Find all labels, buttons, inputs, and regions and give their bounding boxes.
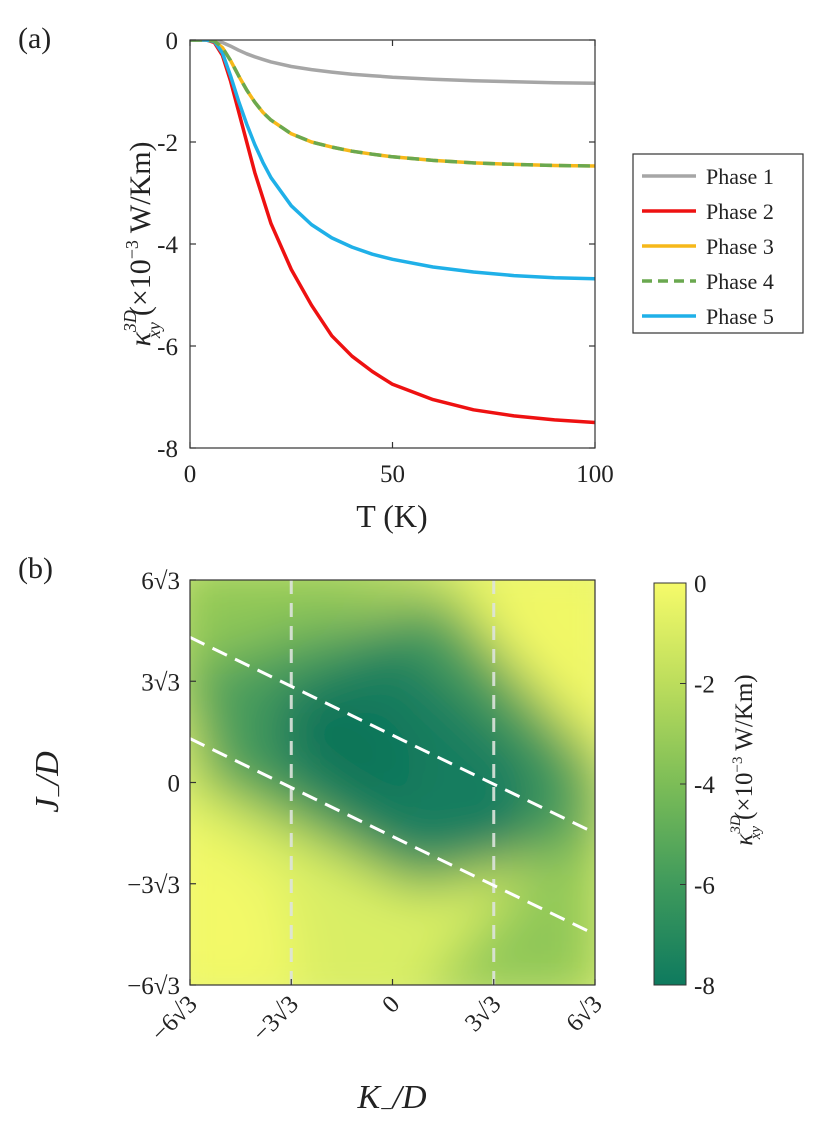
x-tick-label-text: −3√3 — [248, 991, 304, 1047]
series-line-phase-5 — [190, 40, 595, 281]
legend-label-phase-5: Phase 5 — [706, 304, 774, 329]
panel-a-ticks: 0 50 100 0 -2 -4 -6 -8 — [157, 28, 614, 488]
legend-entries: Phase 1 Phase 2 Phase 3 Phase 4 Phase 5 — [642, 164, 774, 329]
series-line-phase-1 — [190, 40, 595, 86]
y-tick-label: 0 — [168, 771, 181, 798]
heatmap-lower-right-mid — [432, 823, 595, 985]
x-tick-label-text: 0 — [377, 991, 405, 1019]
legend-label-phase-4: Phase 4 — [706, 269, 774, 294]
legend-label-phase-1: Phase 1 — [706, 164, 774, 189]
panel-b-x-axis-label: K−/D — [356, 1079, 427, 1121]
panel-a-y-axis-label: κ3D xy(×10−3 W/Km) — [120, 141, 164, 346]
x-tick-label-text: 3√3 — [460, 991, 506, 1037]
panel-b: (b) −6√3 −3√3 0 3√3 6√36√33√30−3√3−6√3 K−/D … — [18, 552, 764, 1121]
legend-label-phase-2: Phase 2 — [706, 199, 774, 224]
x-tick-label: −3√3 — [248, 991, 304, 1047]
y-tick-label: -6 — [157, 334, 178, 361]
y-tick-label: 3√3 — [141, 669, 180, 696]
x-tick-label: 50 — [380, 461, 405, 488]
legend-label-phase-3: Phase 3 — [706, 234, 774, 259]
y-tick-label: −6√3 — [127, 973, 180, 1000]
colorbar-tick-label: -4 — [694, 772, 715, 799]
y-tick-label: −3√3 — [127, 872, 180, 899]
heatmap-bottom-left-high — [190, 820, 298, 985]
colorbar-tick-label: -8 — [694, 973, 715, 1000]
x-tick-label: 0 — [377, 991, 405, 1019]
panel-a-series-group — [190, 40, 595, 425]
panel-a: (a) 0 50 100 0 -2 -4 -6 -8 T (K) κ3D xy(×10−3 W/… — [18, 22, 804, 534]
colorbar-tick-label: -2 — [694, 672, 715, 699]
panel-a-legend: Phase 1 Phase 2 Phase 3 Phase 4 Phase 5 — [632, 153, 804, 334]
x-tick-label: 3√3 — [460, 991, 506, 1037]
x-tick-label: 100 — [576, 461, 614, 488]
colorbar-label: κ3D xy(×10−3 W/Km) — [728, 674, 764, 845]
x-tick-label: 0 — [184, 461, 197, 488]
heatmap-field — [190, 580, 595, 985]
x-tick-label-text: 6√3 — [561, 991, 607, 1037]
heatmap — [190, 580, 595, 985]
heatmap-minimum-core — [287, 690, 413, 800]
y-tick-label: -8 — [157, 436, 178, 463]
colorbar: 0 -2 -4 -6 -8 κ3D xy(×10−3 W/Km) — [653, 571, 764, 1000]
y-tick-label: 0 — [166, 28, 179, 55]
colorbar-ticks: 0 -2 -4 -6 -8 — [680, 571, 715, 1000]
panel-b-label: (b) — [18, 552, 53, 585]
panel-b-y-axis-label: J−/D — [29, 751, 71, 813]
heatmap-upper-left-mid — [190, 580, 405, 708]
legend-box — [632, 153, 804, 334]
series-line-phase-3 — [190, 40, 595, 168]
colorbar-tick-label: 0 — [694, 571, 707, 598]
y-tick-label: -4 — [157, 232, 178, 259]
panel-a-plot-frame — [189, 39, 596, 449]
panel-a-label: (a) — [18, 22, 51, 55]
panel-a-x-axis-label: T (K) — [356, 498, 427, 534]
colorbar-tick-label: -6 — [694, 873, 715, 900]
heatmap-top-right-high — [477, 580, 595, 760]
x-tick-label: 6√3 — [561, 991, 607, 1037]
y-tick-label: -2 — [157, 130, 178, 157]
y-tick-label: 6√3 — [141, 568, 180, 595]
series-line-phase-4 — [190, 40, 595, 168]
